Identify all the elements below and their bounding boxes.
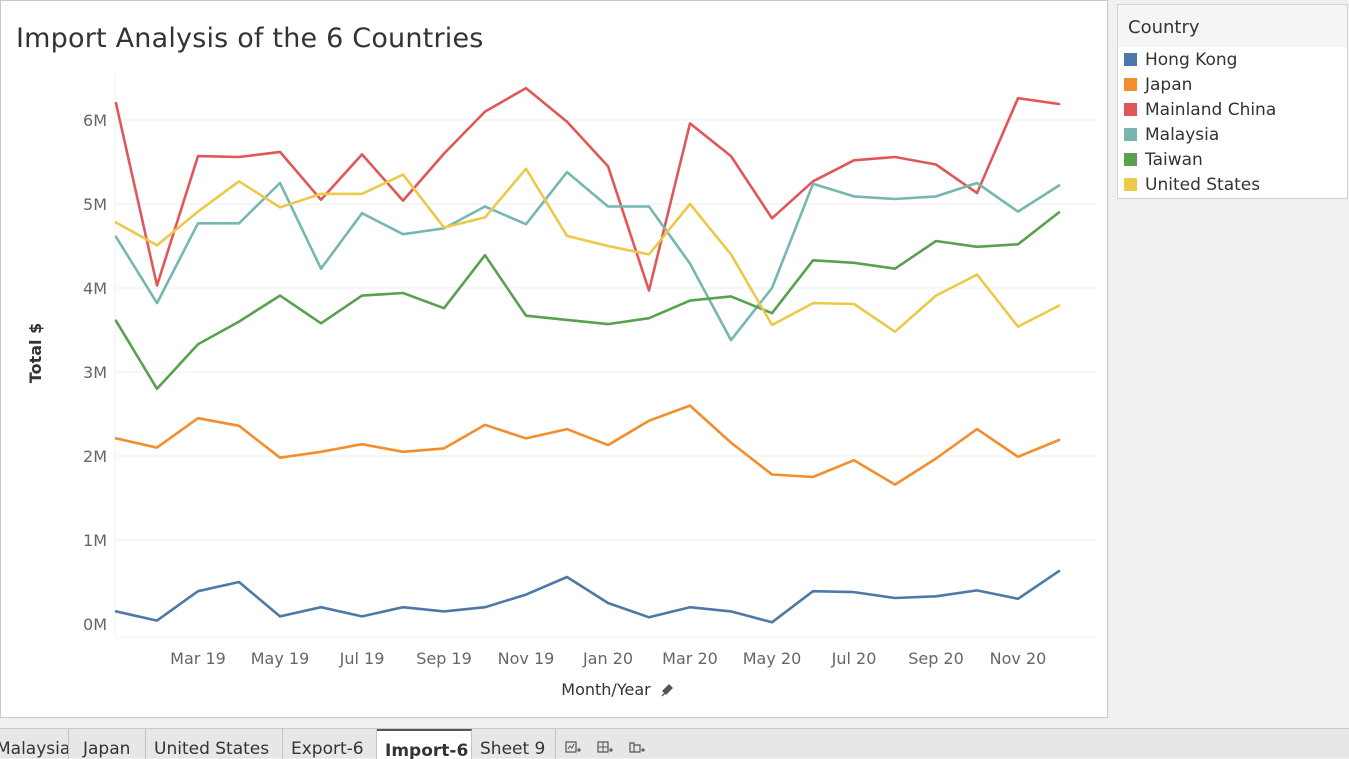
legend-swatch [1124,103,1137,116]
legend-item[interactable]: Mainland China [1118,97,1347,122]
y-tick-label: 4M [83,279,107,298]
legend-label: Mainland China [1145,99,1277,120]
tab-japan[interactable]: Japan [75,729,146,759]
x-tick-label: Sep 20 [908,649,964,668]
y-tick-label: 1M [83,531,107,550]
series-line-malaysia[interactable] [114,170,1061,342]
legend-swatch [1124,153,1137,166]
x-tick-label: Mar 20 [662,649,718,668]
tab-malaysia[interactable]: Malaysia [0,729,69,759]
x-tick-label: Sep 19 [416,649,472,668]
x-axis-title: Month/Year [561,680,651,699]
pin-icon[interactable] [661,684,673,697]
x-tick-label: Nov 19 [498,649,555,668]
y-tick-label: 6M [83,111,107,130]
tab-sheet-9[interactable]: Sheet 9 [472,729,556,759]
x-tick-label: Nov 20 [990,649,1047,668]
new-story-icon[interactable] [629,741,645,755]
legend-label: United States [1145,174,1261,195]
legend-label: Hong Kong [1145,49,1238,70]
x-tick-label: Jan 20 [582,649,633,668]
y-tick-label: 0M [83,615,107,634]
series-line-mainland-china[interactable] [114,86,1061,292]
legend-item[interactable]: Japan [1118,72,1347,97]
x-tick-label: Jul 20 [831,649,877,668]
legend-label: Japan [1145,74,1193,95]
series-line-japan[interactable] [114,404,1061,486]
tab-import-6[interactable]: Import-6 [377,729,472,759]
legend-swatch [1124,178,1137,191]
tab-united-states[interactable]: United States [146,729,283,759]
series-line-hong-kong[interactable] [114,569,1061,624]
chart-panel: Import Analysis of the 6 Countries 0M 1M 2… [0,0,1108,718]
tab-export-6[interactable]: Export-6 [283,729,377,759]
legend-label: Malaysia [1145,124,1220,145]
legend-swatch [1124,78,1137,91]
legend-item[interactable]: United States [1118,172,1347,197]
chart-title: Import Analysis of the 6 Countries [16,23,484,54]
legend-label: Taiwan [1145,149,1203,170]
series-line-taiwan[interactable] [114,211,1061,391]
y-axis-title: Total $ [26,323,45,383]
legend-swatch [1124,128,1137,141]
legend-item[interactable]: Hong Kong [1118,47,1347,72]
sheet-tab-bar: Malaysia Japan United States Export-6 Im… [0,728,1349,759]
x-tick-label: May 20 [743,649,802,668]
new-worksheet-icon[interactable] [565,741,581,755]
color-legend[interactable]: Country Hong Kong Japan Mainland China Mala… [1117,4,1348,199]
legend-title: Country [1118,5,1347,47]
x-tick-label: Mar 19 [170,649,226,668]
x-tick-label: May 19 [251,649,310,668]
legend-item[interactable]: Taiwan [1118,147,1347,172]
series-line-united-states[interactable] [114,167,1061,333]
line-chart[interactable]: 0M 1M 2M 3M 4M 5M 6M Mar 19 May 19 Jul 19 Sep 19 No… [1,1,1109,719]
legend-swatch [1124,53,1137,66]
new-dashboard-icon[interactable] [597,741,613,755]
y-tick-label: 5M [83,195,107,214]
y-tick-label: 3M [83,363,107,382]
y-tick-label: 2M [83,447,107,466]
x-tick-label: Jul 19 [339,649,385,668]
legend-item[interactable]: Malaysia [1118,122,1347,147]
